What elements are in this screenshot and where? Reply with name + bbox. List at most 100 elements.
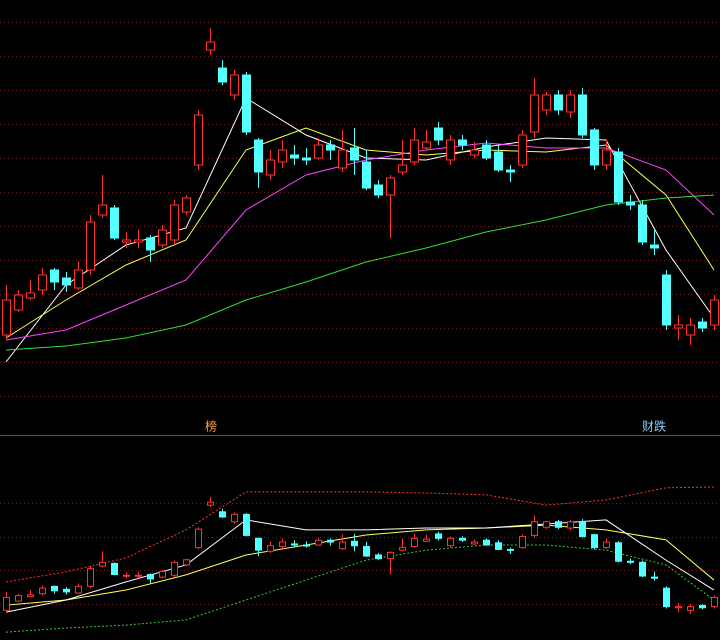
candle-body-lower — [315, 539, 322, 546]
candle-body — [26, 292, 35, 299]
candle-body — [518, 134, 527, 166]
candle-body — [374, 184, 383, 196]
candle-body — [14, 294, 23, 311]
candle-body — [194, 114, 203, 166]
candle-body-lower — [543, 521, 550, 528]
candle-body-lower — [615, 542, 622, 562]
candle-body — [170, 204, 179, 241]
candle-body-lower — [447, 537, 454, 547]
candle-body — [146, 237, 155, 251]
candle-body-lower — [411, 537, 418, 547]
candle-body — [482, 144, 491, 159]
candle-body-lower — [159, 571, 166, 578]
candle-body-lower — [207, 501, 214, 506]
candle-body — [602, 149, 611, 166]
candle-body-lower — [63, 588, 70, 593]
candle-body-lower — [219, 511, 226, 518]
candle-body-lower — [639, 561, 646, 577]
candle-body — [122, 239, 131, 243]
candle-body — [530, 94, 539, 133]
candle-body-lower — [147, 574, 154, 580]
candle-body — [242, 74, 251, 133]
candle-body-lower — [255, 537, 262, 551]
candle-body-lower — [51, 585, 58, 592]
candle-body-lower — [39, 587, 46, 595]
candle-body — [710, 299, 719, 326]
candle-body — [578, 94, 587, 136]
candle-body-lower — [27, 594, 34, 598]
candle-body — [314, 144, 323, 159]
candle-body-lower — [243, 513, 250, 536]
candle-body-lower — [531, 521, 538, 536]
candle-body — [698, 321, 707, 329]
candle-body — [638, 204, 647, 243]
candle-body — [422, 141, 431, 149]
candle-body — [98, 204, 107, 216]
candle-body-lower — [351, 540, 358, 547]
candle-body — [86, 221, 95, 271]
candle-body — [650, 244, 659, 249]
candle-body-lower — [99, 561, 106, 567]
candle-body-lower — [675, 606, 682, 609]
candle-body — [290, 154, 299, 159]
candle-body-lower — [699, 605, 706, 609]
candle-body-lower — [555, 521, 562, 528]
candle-body — [434, 127, 443, 141]
candle-body — [614, 151, 623, 203]
candle-body-lower — [171, 561, 178, 576]
candle-body-lower — [663, 587, 670, 608]
candle-body-lower — [423, 538, 430, 542]
candle-body-lower — [627, 560, 634, 563]
candle-body — [302, 157, 311, 161]
candle-body — [410, 139, 419, 163]
candle-body-lower — [279, 541, 286, 547]
candle-body-lower — [291, 543, 298, 546]
candle-body-lower — [195, 528, 202, 549]
candle-body-lower — [3, 596, 10, 611]
candle-body — [590, 129, 599, 166]
annotation: 榜 — [205, 419, 217, 434]
candle-body-lower — [363, 545, 370, 557]
candle-body-lower — [711, 596, 718, 608]
candle-body — [278, 149, 287, 163]
candle-body — [626, 201, 635, 206]
candle-body-lower — [15, 595, 22, 602]
candle-body-lower — [123, 574, 130, 577]
candle-body-lower — [375, 554, 382, 560]
candle-body-lower — [135, 574, 142, 577]
candle-body-lower — [387, 551, 394, 560]
candle-body-lower — [495, 542, 502, 550]
candle-body-lower — [471, 541, 478, 545]
candle-body — [554, 94, 563, 111]
candle-body-lower — [591, 534, 598, 549]
candle-body — [218, 67, 227, 83]
candle-body-lower — [399, 547, 406, 551]
candle-body — [230, 74, 239, 96]
candle-body — [158, 229, 167, 246]
candle-body — [182, 197, 191, 213]
indicator-line — [5, 524, 715, 606]
candle-body — [134, 239, 143, 243]
candle-body — [206, 41, 215, 51]
indicator-line — [5, 194, 715, 351]
candle-body — [398, 164, 407, 173]
indicator-line — [5, 142, 715, 341]
candle-body — [50, 269, 59, 283]
candle-body — [458, 139, 467, 146]
candle-body — [662, 274, 671, 326]
candle-body — [470, 149, 479, 156]
indicator-line — [5, 519, 715, 613]
candle-body-lower — [603, 541, 610, 549]
candle-body-lower — [327, 539, 334, 543]
candle-body-lower — [687, 606, 694, 611]
candle-body-lower — [579, 521, 586, 538]
candle-body-lower — [303, 544, 310, 547]
candle-body — [506, 169, 515, 173]
indicator-line — [5, 486, 715, 583]
candle-body-lower — [567, 521, 574, 529]
annotation: 财跌 — [642, 419, 666, 434]
candle-body-lower — [459, 537, 466, 541]
candle-body — [38, 274, 47, 291]
